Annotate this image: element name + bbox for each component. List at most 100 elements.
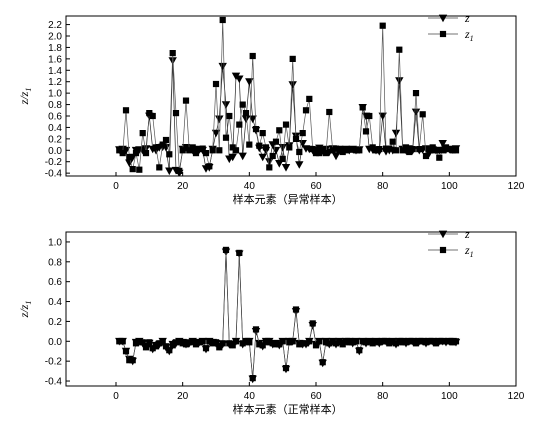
data-point [162,136,170,144]
data-point [422,152,430,160]
x-tick-label: 80 [377,181,389,192]
series-line [119,249,457,379]
data-point [252,126,260,133]
data-point [222,246,230,253]
data-point [165,167,174,176]
data-point [286,144,293,151]
data-point [379,22,386,29]
data-point [142,150,150,157]
data-point [306,95,313,102]
y-tick-label: 1.0 [48,89,62,100]
data-point [209,147,216,154]
data-point [319,359,326,366]
data-point [409,146,416,153]
data-point [236,249,243,256]
legend-label: z [464,11,470,25]
data-point [279,155,286,162]
data-point [236,121,243,128]
legend-label: z1 [464,27,474,43]
legend-label: z1 [464,243,474,259]
y-axis-label: z/z1 [17,88,33,106]
y-tick-label: 0.4 [48,297,62,308]
data-point [282,365,290,372]
data-point [126,154,133,161]
data-point [292,135,300,142]
x-tick-label: 120 [508,391,525,402]
y-axis-ticks: -0.4-0.20.00.20.40.60.81.01.21.41.61.82.… [45,20,70,180]
data-point [125,159,134,168]
y-tick-label: 0.6 [48,277,62,288]
y-tick-label: 0.8 [48,257,62,268]
data-point [391,129,401,138]
data-point [296,148,303,156]
data-point [309,320,316,327]
data-point [206,163,213,170]
x-tick-label: 80 [377,391,389,402]
data-point [392,147,400,154]
data-point [259,130,266,137]
y-tick-label: -0.4 [45,169,63,180]
data-point [452,338,460,345]
data-point [258,153,267,162]
data-point [359,104,366,111]
data-point [246,339,253,346]
x-tick-label: 40 [244,181,256,192]
data-point [299,130,306,137]
data-point [202,150,210,157]
data-point [226,112,233,120]
data-point [182,97,190,104]
data-point [362,128,370,135]
data-point [331,152,341,161]
data-point [189,144,196,151]
data-point [352,338,360,345]
y-tick-label: 2.0 [48,32,62,43]
x-axis-ticks: 0 20 40 60 80 100 120 [113,382,525,402]
legend-label: z [464,227,470,241]
data-point [252,326,260,333]
plot-frame [65,15,517,177]
data-point [136,166,143,173]
data-point [242,110,250,117]
y-tick-label: 0.6 [48,112,62,123]
y-tick-label: 1.8 [48,43,62,54]
data-point [366,112,373,120]
data-point [295,161,304,169]
data-point [132,150,140,157]
data-point [432,147,440,154]
x-tick-label: 20 [177,181,189,192]
data-point [289,55,296,62]
y-tick-label: 0.2 [48,317,62,328]
data-point [322,150,330,157]
data-point [256,142,263,149]
data-point [232,147,240,154]
data-point [278,144,287,152]
series-z1 [116,16,460,174]
y-axis-label: z/z1 [17,301,33,319]
data-point [122,348,130,355]
x-tick-label: 60 [310,181,322,192]
y-tick-label: -0.4 [45,377,63,388]
data-point [119,338,126,345]
data-point [292,306,300,313]
data-point [249,52,256,60]
series-z [115,248,461,384]
data-point [179,147,186,154]
data-point [289,338,296,345]
y-tick-label: 1.2 [48,77,62,88]
series-z1 [116,246,460,382]
data-point [412,90,420,97]
data-point [216,147,223,154]
data-point [149,112,156,120]
x-tick-label: 120 [508,181,525,192]
data-point [166,151,173,158]
data-point [326,108,333,116]
x-tick-label: 60 [310,391,322,402]
legend: z z1 [428,11,474,43]
data-point [122,107,130,114]
y-tick-label: 1.0 [48,237,62,248]
x-tick-label: 0 [113,391,119,402]
data-point [416,146,423,153]
legend-marker [439,246,447,254]
data-point [389,138,396,145]
